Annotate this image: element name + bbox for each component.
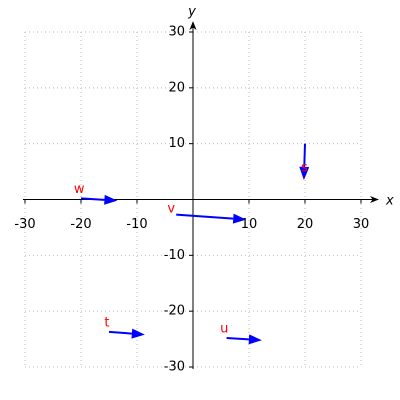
vector-shaft bbox=[108, 330, 132, 335]
y-tick-label: -20 bbox=[164, 304, 185, 319]
y-tick-label: -10 bbox=[164, 248, 185, 263]
vector-label: u bbox=[220, 322, 228, 337]
vector-head bbox=[104, 194, 118, 205]
vector-shaft bbox=[80, 197, 105, 201]
x-axis-label: x bbox=[385, 194, 394, 209]
y-tick-label: -30 bbox=[164, 360, 185, 375]
vector bbox=[299, 143, 310, 180]
y-tick-label: 30 bbox=[168, 25, 185, 40]
vector-shaft bbox=[303, 143, 306, 167]
vector-shaft bbox=[226, 336, 249, 341]
vector bbox=[108, 328, 145, 339]
y-tick-label: 10 bbox=[168, 136, 185, 151]
vector-label: w bbox=[74, 182, 85, 197]
vector bbox=[226, 334, 262, 345]
x-tick-label: -30 bbox=[14, 217, 35, 232]
x-tick-label: -20 bbox=[70, 217, 91, 232]
x-tick-label: 20 bbox=[297, 217, 314, 232]
x-tick-label: 10 bbox=[241, 217, 258, 232]
x-tick-label: 30 bbox=[353, 217, 370, 232]
vector-head bbox=[232, 213, 247, 224]
vector bbox=[80, 194, 118, 205]
vector-label: v bbox=[167, 202, 175, 217]
vector-label: t bbox=[104, 316, 109, 331]
y-tick-label: 20 bbox=[168, 80, 185, 95]
vector-head bbox=[299, 166, 310, 180]
vector-head bbox=[248, 334, 262, 345]
vector-head bbox=[131, 328, 145, 339]
vector-label: s bbox=[301, 160, 308, 175]
y-axis-label: y bbox=[187, 5, 196, 20]
x-tick-label: -10 bbox=[126, 217, 147, 232]
vector-shaft bbox=[176, 213, 234, 220]
vector bbox=[176, 213, 247, 224]
